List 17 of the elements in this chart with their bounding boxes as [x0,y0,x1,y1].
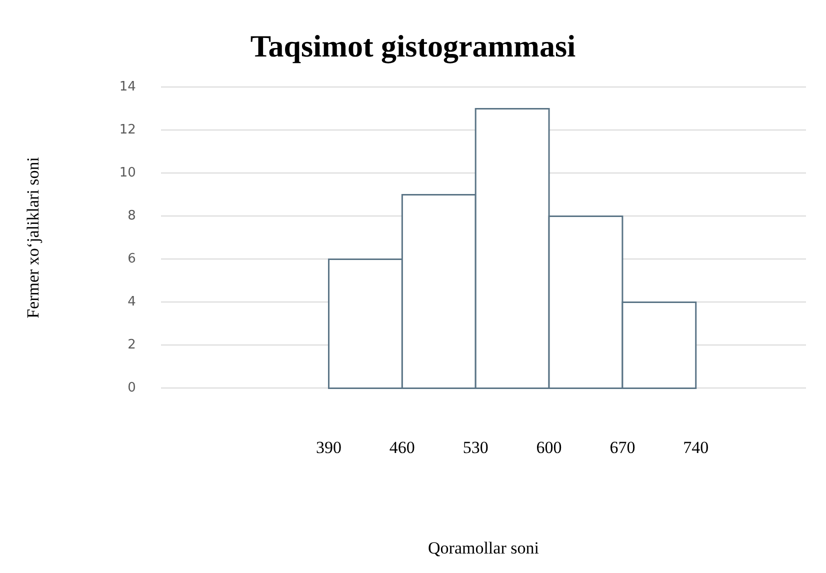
x-tick-label: 600 [536,438,562,457]
y-tick-label: 8 [128,208,136,224]
y-axis-title: Fermer xoʻjaliklari soni [24,156,43,318]
x-tick-label: 390 [316,438,342,457]
x-tick-label: 530 [462,438,488,457]
y-tick-label: 14 [119,80,136,95]
x-tick-label: 460 [389,438,415,457]
chart-title: Taqsimot gistogrammasi [250,28,576,64]
y-tick-label: 2 [128,338,136,353]
x-axis-title: Qoramollar soni [428,538,540,558]
x-tick-label: 740 [683,438,709,457]
y-tick-label: 10 [119,166,136,181]
y-tick-label: 4 [128,294,136,310]
y-tick-label: 12 [119,122,136,138]
y-tick-label: 6 [128,252,136,267]
y-tick-label: 0 [128,380,136,396]
x-tick-label: 670 [610,438,636,457]
